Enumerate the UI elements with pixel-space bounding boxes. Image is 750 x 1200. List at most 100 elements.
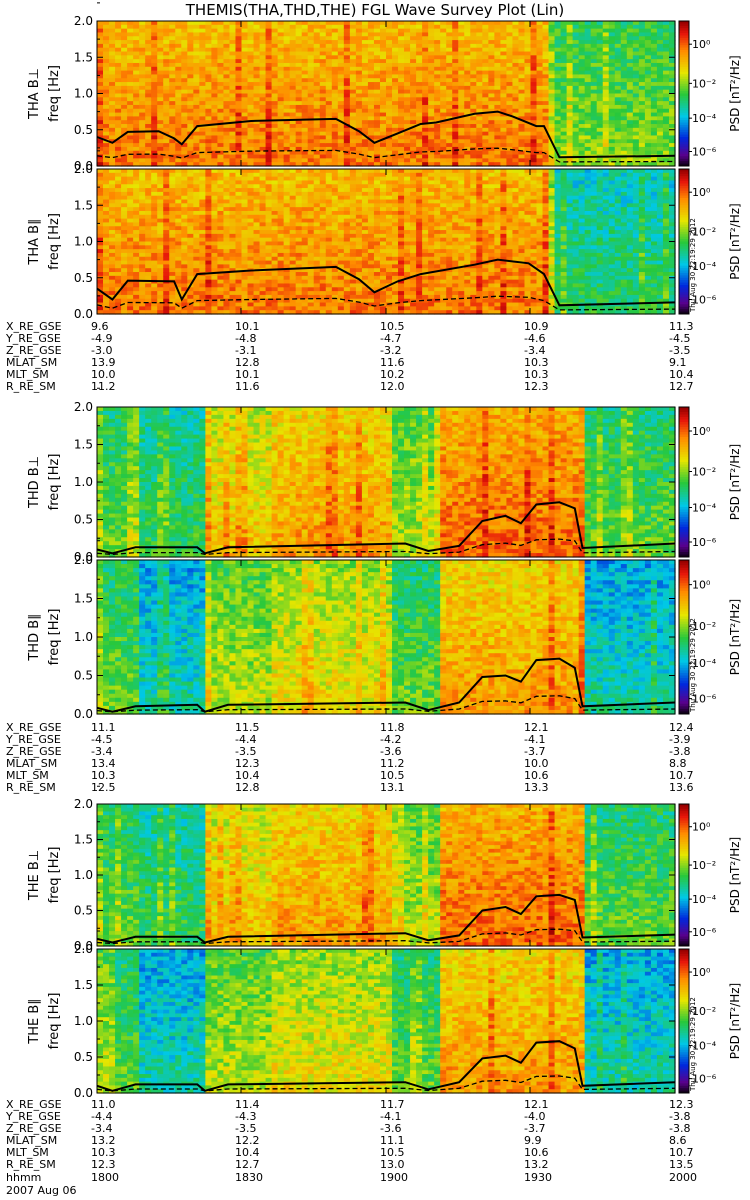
orbit-value: 13.2 xyxy=(524,1158,549,1171)
colorbar-tick-label: 10⁻⁶ xyxy=(692,146,717,159)
y-tick-label: 1.0 xyxy=(74,87,93,101)
colorbar-tick-label: 10⁻⁶ xyxy=(692,536,717,549)
colorbar-tick-label: 10⁰ xyxy=(692,38,711,51)
y-axis-label: freq [Hz] xyxy=(47,454,62,511)
date-label: 2007 Aug 06 xyxy=(6,1184,76,1197)
y-tick-label: 1.0 xyxy=(74,1014,93,1028)
colorbar-tick-label: 10⁻⁶ xyxy=(692,926,717,939)
orbit-value: 13.6 xyxy=(669,781,694,794)
x-tick-time: 2000 xyxy=(669,1171,697,1184)
y-tick-label: 1.5 xyxy=(74,592,93,606)
spectrogram-THE_perp xyxy=(97,804,676,947)
y-tick-label: 0.5 xyxy=(74,513,93,527)
colorbar-label: PSD [nT²/Hz] xyxy=(728,55,742,131)
colorbar-tick-label: 10⁰ xyxy=(692,821,711,834)
orbit-block-2: X_RE_GSE 11.1 11.5 11.8 12.1 12.4Y_RE_GSE -4.5… xyxy=(5,721,694,794)
y-tick-label: 1.0 xyxy=(74,868,93,882)
colorbar-tick-label: 10⁻² xyxy=(692,466,716,479)
x-row-label: hhmm xyxy=(6,1171,41,1184)
y-tick-label: 2.0 xyxy=(74,400,93,414)
spectrogram-THE_par xyxy=(97,949,676,1094)
colorbar-label: PSD [nT²/Hz] xyxy=(728,983,742,1059)
y-tick-label: 0.5 xyxy=(74,123,93,137)
spectrogram-THA_perp xyxy=(97,21,676,167)
orbit-row-label: R_RE_SM xyxy=(6,380,56,393)
colorbar-label: PSD [nT²/Hz] xyxy=(728,599,742,675)
y-tick-label: 1.0 xyxy=(74,630,93,644)
colorbar-label: PSD [nT²/Hz] xyxy=(728,444,742,520)
x-tick-time: 1830 xyxy=(235,1171,263,1184)
probe-label: THD B∥ xyxy=(27,613,42,661)
figure-title: THEMIS(THA,THD,THE) FGL Wave Survey Plot… xyxy=(185,1,564,19)
y-tick-label: 0.5 xyxy=(74,271,93,285)
y-tick-label: 2.0 xyxy=(74,14,93,28)
colorbar-THA_perp: 10⁰ 10⁻² 10⁻⁴ 10⁻⁶ PSD [nT²/Hz] xyxy=(679,21,742,167)
orbit-value: 12.0 xyxy=(380,380,405,393)
orbit-value: 13.5 xyxy=(669,1158,694,1171)
plot-timestamp: Thu Aug 30 22:19:29 2012 xyxy=(689,997,697,1092)
y-tick-label: 2.0 xyxy=(74,162,93,176)
probe-label: THA B⊥ xyxy=(27,68,42,120)
spectrogram-THD_par xyxy=(97,560,676,715)
orbit-value: 12.5 xyxy=(91,781,116,794)
colorbar-tick-label: 10⁰ xyxy=(692,579,711,592)
plot-timestamp: Thu Aug 30 22:19:29 2012 xyxy=(689,618,697,713)
y-tick-label: 1.5 xyxy=(74,438,93,452)
orbit-row-label: R_RE_SM xyxy=(6,1158,56,1171)
probe-label: THE B∥ xyxy=(27,998,42,1044)
y-tick-label: 1.0 xyxy=(74,235,93,249)
y-tick-label: 1.5 xyxy=(74,198,93,212)
colorbar-tick-label: 10⁰ xyxy=(692,425,711,438)
x-tick-time: 1800 xyxy=(91,1171,119,1184)
colorbar-tick-label: 10⁰ xyxy=(692,186,711,199)
y-tick-label: 2.0 xyxy=(74,553,93,567)
orbit-value: 11.2 xyxy=(91,380,116,393)
orbit-block-1: X_RE_GSE 9.6 10.1 10.5 10.9 11.3Y_RE_GSE -4.9-… xyxy=(5,320,694,393)
y-tick-label: 0.5 xyxy=(74,669,93,683)
y-tick-label: 1.5 xyxy=(74,833,93,847)
colorbar-tick-label: 10⁰ xyxy=(692,966,711,979)
orbit-value: 13.0 xyxy=(380,1158,405,1171)
y-axis-label: freq [Hz] xyxy=(47,847,62,904)
y-axis-label: freq [Hz] xyxy=(47,65,62,122)
orbit-value: 12.3 xyxy=(91,1158,116,1171)
y-axis-label: freq [Hz] xyxy=(47,993,62,1050)
spectrogram-THA_par xyxy=(97,169,676,315)
y-tick-label: 2.0 xyxy=(74,942,93,956)
probe-label: THA B∥ xyxy=(27,218,42,265)
y-tick-label: 1.0 xyxy=(74,475,93,489)
y-tick-label: 1.5 xyxy=(74,50,93,64)
y-tick-label: 2.0 xyxy=(74,797,93,811)
x-tick-time: 1930 xyxy=(524,1171,552,1184)
x-tick-time: 1900 xyxy=(380,1171,408,1184)
time-axis-footer: hhmm 2007 Aug 06 1800 1830 1900 1930 2000 xyxy=(6,1171,697,1197)
orbit-value: 11.6 xyxy=(235,380,260,393)
y-axis-label: freq [Hz] xyxy=(47,213,62,270)
y-axis-label: freq [Hz] xyxy=(47,609,62,666)
colorbar-tick-label: 10⁻⁴ xyxy=(692,112,717,125)
y-tick-label: 0.0 xyxy=(74,707,93,721)
probe-label: THE B⊥ xyxy=(27,850,42,901)
spectrogram-THD_perp xyxy=(97,407,676,558)
y-tick-label: 0.5 xyxy=(74,904,93,918)
y-tick-label: 0.0 xyxy=(74,307,93,321)
colorbar-label: PSD [nT²/Hz] xyxy=(728,837,742,913)
plot-timestamp: Thu Aug 30 22:19:29 2012 xyxy=(689,218,697,313)
spectrogram-panels: 0.0 0.5 1.0 1.5 2.0 THA B⊥ freq [Hz] 10⁰ 10⁻² 10⁻… xyxy=(27,3,742,1100)
probe-label: THD B⊥ xyxy=(27,456,42,509)
colorbar-tick-label: 10⁻⁴ xyxy=(692,893,717,906)
orbit-value: 13.1 xyxy=(380,781,405,794)
orbit-value: 12.7 xyxy=(235,1158,260,1171)
orbit-row-label: R_RE_SM xyxy=(6,781,56,794)
y-tick-label: 1.5 xyxy=(74,978,93,992)
orbit-value: 12.7 xyxy=(669,380,694,393)
colorbar-tick-label: 10⁻² xyxy=(692,77,716,90)
orbit-block-3: X_RE_GSE 11.0 11.4 11.7 12.1 12.3Y_RE_GSE -4.4… xyxy=(5,1098,694,1171)
